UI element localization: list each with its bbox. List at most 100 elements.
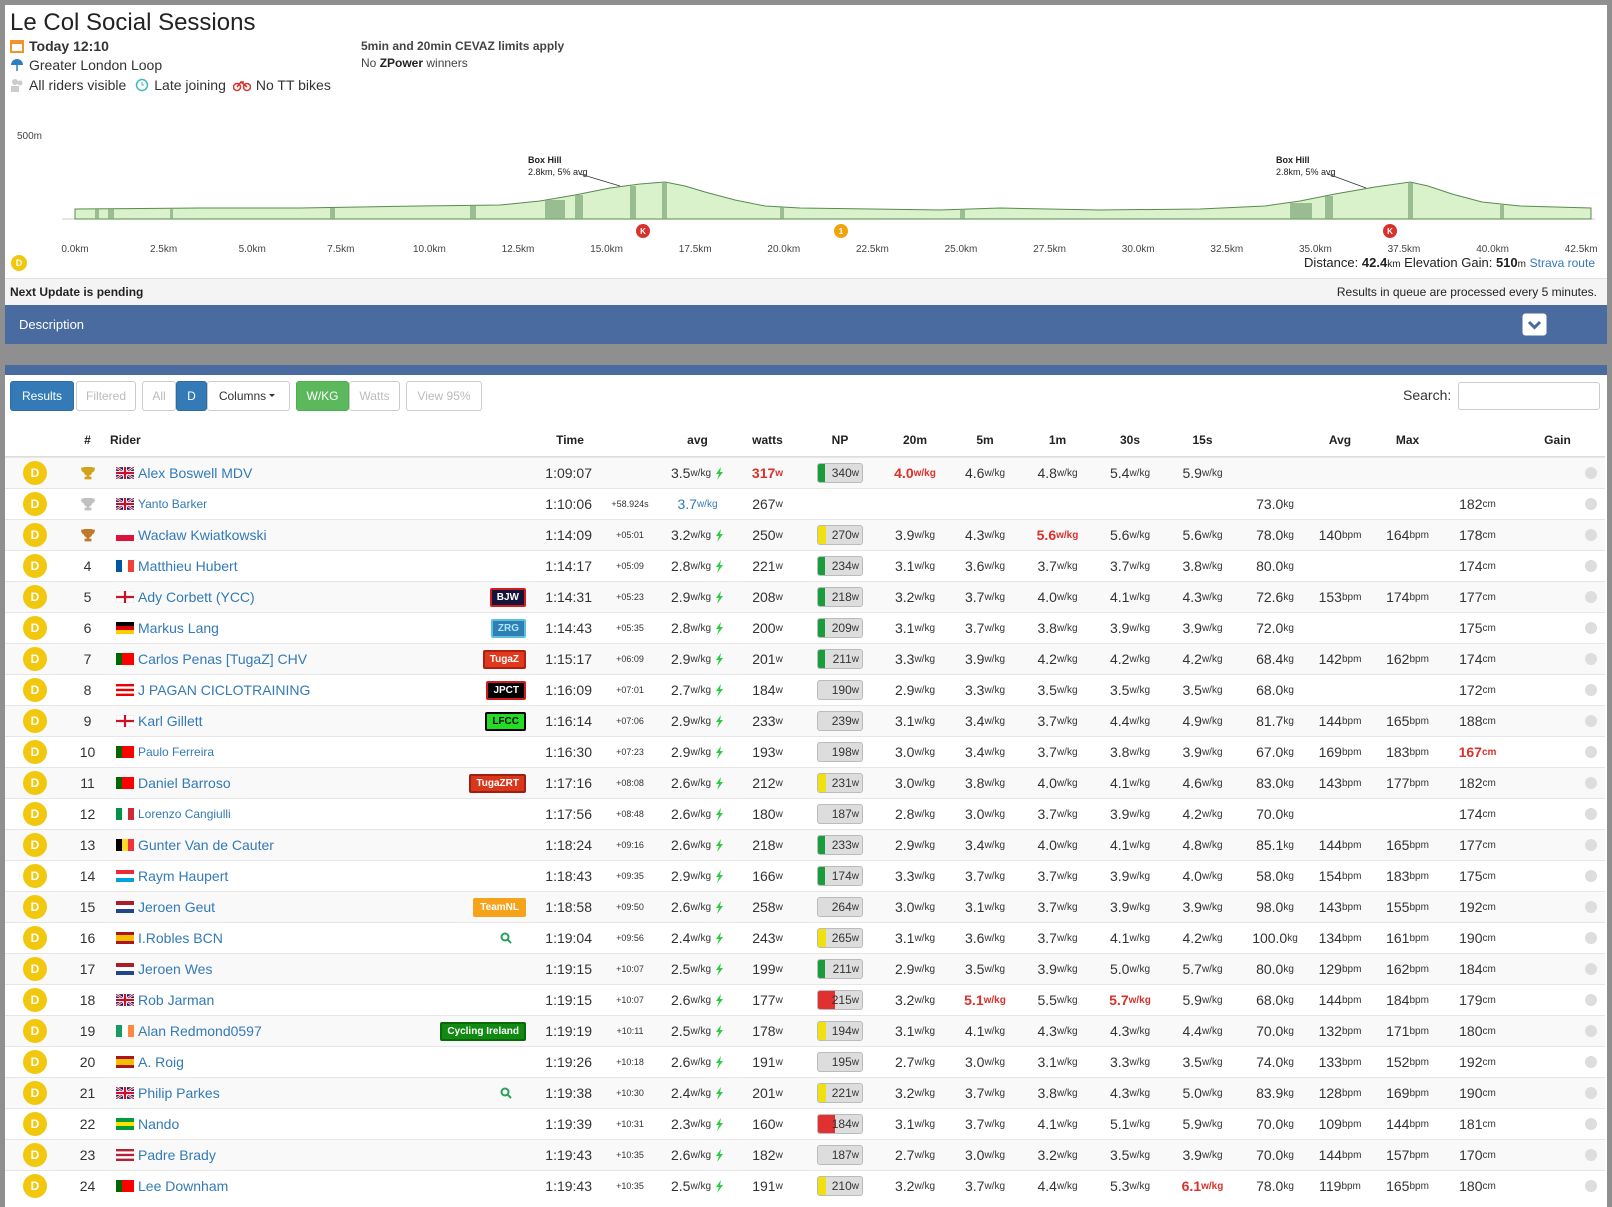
team-badge[interactable]: BJW: [489, 587, 526, 607]
gain-icon[interactable]: [1585, 994, 1597, 1006]
flag: [116, 746, 134, 758]
rider-name[interactable]: Alex Boswell MDV: [138, 465, 253, 481]
rider-name[interactable]: Lee Downham: [138, 1178, 229, 1194]
results-tab[interactable]: Results: [10, 381, 74, 411]
value-cell: 3.8 w/kg: [950, 768, 1020, 798]
rider-name[interactable]: I.Robles BCN: [138, 930, 223, 946]
team-badge[interactable]: TeamNL: [473, 897, 526, 917]
team-badge[interactable]: LFCC: [485, 711, 526, 731]
category-badge: D: [23, 895, 47, 919]
gain-icon[interactable]: [1585, 901, 1597, 913]
unit: w/kg: [1201, 467, 1223, 479]
strava-link[interactable]: Strava route: [1529, 256, 1595, 270]
gain-icon[interactable]: [1585, 963, 1597, 975]
rider-name[interactable]: J PAGAN CICLOTRAINING: [138, 682, 311, 698]
columns-dropdown[interactable]: Columns: [207, 381, 290, 411]
gain-icon[interactable]: [1585, 560, 1597, 572]
description-bar[interactable]: Description: [5, 305, 1607, 344]
gain-icon[interactable]: [1585, 622, 1597, 634]
gain-icon[interactable]: [1585, 591, 1597, 603]
unit: w/kg: [1056, 994, 1078, 1006]
rider-name[interactable]: Wacław Kwiatkowski: [138, 527, 267, 543]
search-input[interactable]: [1458, 382, 1600, 410]
gain-icon[interactable]: [1585, 1180, 1597, 1192]
cell-value: 3.3: [894, 868, 915, 884]
rider-cell: Nando: [110, 1109, 540, 1139]
rider-name[interactable]: Yanto Barker: [138, 497, 208, 511]
columns-label: Columns: [218, 389, 267, 403]
header-cell[interactable]: Avg: [1310, 433, 1370, 447]
category-badge: D: [23, 1081, 47, 1105]
team-badge[interactable]: ZRG: [490, 618, 526, 638]
rider-name[interactable]: Rob Jarman: [138, 992, 215, 1008]
header-label: 15s: [1192, 433, 1213, 447]
rider-name[interactable]: Matthieu Hubert: [138, 558, 238, 574]
team-badge[interactable]: TugaZRT: [469, 773, 526, 793]
gain-icon[interactable]: [1585, 1118, 1597, 1130]
rider-name[interactable]: Karl Gillett: [138, 713, 203, 729]
rider-name[interactable]: Carlos Penas [TugaZ] CHV: [138, 651, 308, 667]
watts-toggle[interactable]: Watts: [349, 381, 400, 411]
rider-name[interactable]: Raym Haupert: [138, 868, 229, 884]
gain-icon[interactable]: [1585, 715, 1597, 727]
rider-name[interactable]: Ady Corbett (YCC): [138, 589, 255, 605]
team-badge[interactable]: TugaZ: [482, 649, 526, 669]
header-cell[interactable]: Max: [1370, 433, 1445, 447]
rider-name[interactable]: Paulo Ferreira: [138, 745, 215, 759]
gain-icon[interactable]: [1585, 467, 1597, 479]
rider-name[interactable]: Padre Brady: [138, 1147, 216, 1163]
filtered-tab[interactable]: Filtered: [76, 381, 136, 411]
header-cell[interactable]: 15s: [1165, 433, 1240, 447]
value-cell: [1165, 489, 1240, 519]
header-cell[interactable]: 30s: [1095, 433, 1165, 447]
gain-icon[interactable]: [1585, 839, 1597, 851]
header-cell[interactable]: NP: [800, 433, 880, 447]
header-cell[interactable]: Time: [540, 433, 600, 447]
gain-icon[interactable]: [1585, 870, 1597, 882]
category-filter[interactable]: D: [176, 381, 207, 411]
rider-name[interactable]: Philip Parkes: [138, 1085, 220, 1101]
gain-icon[interactable]: [1585, 653, 1597, 665]
rider-name[interactable]: Nando: [138, 1116, 180, 1132]
gain-icon[interactable]: [1585, 777, 1597, 789]
header-cell[interactable]: 1m: [1020, 433, 1095, 447]
cell-value: 182: [1459, 775, 1483, 791]
value-cell: 2.8 w/kg: [880, 799, 950, 829]
unit: w/kg: [914, 684, 936, 696]
cell-value: 5.5: [1037, 992, 1057, 1008]
rider-name[interactable]: Daniel Barroso: [138, 775, 231, 791]
header-cell[interactable]: avg: [660, 433, 735, 447]
header-cell[interactable]: 5m: [950, 433, 1020, 447]
gain-icon[interactable]: [1585, 808, 1597, 820]
rider-name[interactable]: Lorenzo Cangiulli: [138, 807, 231, 821]
header-cell[interactable]: Rider: [110, 433, 540, 447]
rider-name[interactable]: Jeroen Geut: [138, 899, 216, 915]
gain-icon[interactable]: [1585, 1025, 1597, 1037]
header-cell[interactable]: Gain: [1510, 433, 1605, 447]
expand-button[interactable]: [1522, 313, 1547, 336]
rider-name[interactable]: Markus Lang: [138, 620, 219, 636]
flag-stripe: [116, 874, 134, 879]
gain-icon[interactable]: [1585, 746, 1597, 758]
gain-icon[interactable]: [1585, 529, 1597, 541]
rider-name[interactable]: Alan Redmond0597: [138, 1023, 262, 1039]
wkg-toggle[interactable]: W/KG: [296, 381, 349, 411]
team-badge[interactable]: JPCT: [486, 680, 526, 700]
unit: w: [775, 1056, 783, 1068]
gain-icon[interactable]: [1585, 1087, 1597, 1099]
header-cell[interactable]: watts: [735, 433, 800, 447]
all-filter[interactable]: All: [142, 381, 176, 411]
rider-name[interactable]: Jeroen Wes: [138, 961, 213, 977]
header-cell[interactable]: 20m: [880, 433, 950, 447]
rider-name[interactable]: A. Roig: [138, 1054, 184, 1070]
gain-icon[interactable]: [1585, 684, 1597, 696]
gain-icon[interactable]: [1585, 932, 1597, 944]
rider-name[interactable]: Gunter Van de Cauter: [138, 837, 274, 853]
flag-stripe: [116, 1122, 134, 1127]
team-badge[interactable]: Cycling Ireland: [440, 1021, 526, 1041]
gain-icon[interactable]: [1585, 1149, 1597, 1161]
view95-toggle[interactable]: View 95%: [406, 381, 482, 411]
gain-icon[interactable]: [1585, 1056, 1597, 1068]
header-cell[interactable]: #: [65, 433, 110, 447]
gain-icon[interactable]: [1585, 498, 1597, 510]
